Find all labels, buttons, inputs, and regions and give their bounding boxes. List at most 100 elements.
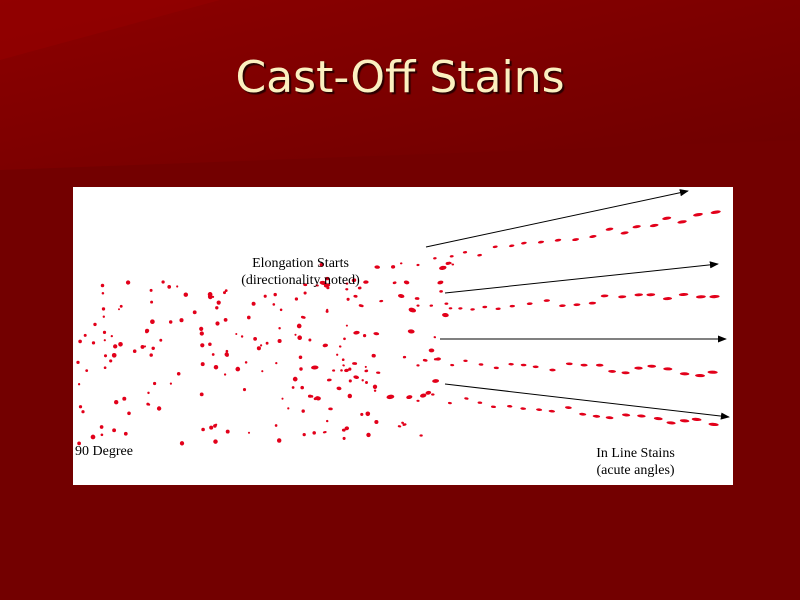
stain-drop	[345, 324, 348, 327]
stain-drop	[433, 358, 438, 361]
stain-drop	[348, 379, 352, 383]
stain-drop	[167, 285, 172, 289]
in-line-stains-label: In Line Stains (acute angles)	[573, 445, 698, 479]
elongation-label-line2: (directionality noted)	[241, 273, 360, 288]
stain-drop	[425, 390, 432, 395]
stain-drop	[235, 366, 241, 372]
stain-drop	[449, 255, 454, 258]
inline-label-line2: (acute angles)	[596, 463, 675, 478]
stain-drop	[462, 251, 468, 254]
stain-drop	[637, 414, 646, 418]
stain-drop	[303, 291, 307, 295]
stain-drop	[324, 276, 330, 281]
stain-drop	[216, 300, 221, 305]
stain-drop	[303, 283, 308, 287]
stain-drop	[103, 366, 107, 370]
stain-drop	[311, 365, 319, 370]
stain-drop	[450, 363, 455, 367]
stain-drop	[691, 417, 702, 422]
stain-drop	[114, 400, 119, 405]
stain-drop	[439, 290, 443, 293]
stain-drop	[695, 374, 705, 378]
stain-drop	[341, 358, 345, 362]
stain-drop	[647, 364, 657, 368]
stain-drop	[595, 363, 604, 367]
stain-drop	[521, 241, 527, 245]
stain-drop	[246, 315, 251, 320]
stain-drop	[433, 336, 437, 339]
stain-drop	[93, 322, 97, 327]
stain-drop	[225, 353, 229, 357]
stain-drop	[140, 344, 145, 349]
stain-drop	[127, 411, 131, 416]
stain-drop	[360, 412, 364, 416]
stain-drop	[76, 360, 80, 365]
stain-drop	[666, 421, 676, 425]
stain-drop	[565, 406, 572, 409]
stain-drop	[588, 301, 597, 305]
stain-drop	[520, 407, 527, 410]
stain-drop	[273, 292, 277, 297]
stain-drop	[605, 416, 614, 420]
stain-drop	[332, 369, 336, 372]
stain-drop	[470, 308, 475, 311]
stain-drop	[662, 297, 673, 301]
stain-drop	[211, 353, 215, 356]
stain-drop	[99, 425, 104, 429]
stain-drop	[509, 304, 516, 308]
stain-drop	[416, 263, 420, 267]
stain-drop	[493, 366, 499, 370]
stain-drop	[259, 344, 263, 347]
stain-drop	[649, 223, 659, 228]
stain-drop	[507, 405, 513, 408]
stain-drop	[279, 308, 283, 312]
stain-drop	[287, 407, 290, 410]
stain-drop	[301, 409, 305, 413]
stain-drop	[192, 310, 197, 315]
stain-pattern-drawing	[76, 189, 730, 446]
trajectory-arrow-2	[444, 261, 719, 294]
stain-drop	[416, 304, 420, 307]
stain-drop	[122, 396, 127, 401]
stain-drop	[632, 225, 641, 229]
stain-drop	[477, 253, 482, 257]
stain-drop	[695, 295, 706, 299]
stain-drop	[663, 367, 673, 371]
stain-drop	[302, 432, 306, 437]
stain-drop	[428, 348, 435, 353]
stain-drop	[149, 288, 153, 292]
stain-drop	[101, 292, 105, 295]
stain-drop	[448, 307, 453, 310]
stain-drop	[710, 210, 721, 214]
stain-drop	[662, 216, 672, 220]
stain-drop	[123, 431, 128, 436]
stain-drop	[358, 304, 364, 308]
stain-drop	[308, 338, 312, 342]
stain-drop	[618, 295, 627, 299]
stain-drop	[275, 361, 278, 365]
stain-drop	[199, 331, 204, 336]
stain-drop	[608, 369, 617, 373]
stain-drop	[492, 245, 498, 249]
stain-drop	[111, 352, 117, 358]
stain-drop	[376, 371, 381, 374]
stain-drop	[490, 405, 497, 409]
stain-drop	[365, 411, 371, 417]
stain-drop	[422, 358, 428, 362]
stain-drop	[276, 438, 282, 443]
stain-drop	[300, 385, 304, 390]
stain-drop	[307, 394, 313, 398]
blood-stain-drops	[76, 210, 721, 446]
stain-drop	[340, 369, 343, 372]
stain-drop	[200, 362, 205, 367]
stain-drop	[169, 382, 172, 385]
stain-drop	[223, 373, 227, 376]
stain-drop	[592, 414, 601, 418]
stain-drop	[214, 423, 218, 426]
stain-drop	[179, 318, 184, 323]
stain-drop	[445, 261, 451, 265]
stain-drop	[573, 303, 581, 307]
stain-drop	[153, 381, 157, 386]
stain-drop	[294, 297, 299, 301]
stain-drop	[509, 244, 515, 248]
